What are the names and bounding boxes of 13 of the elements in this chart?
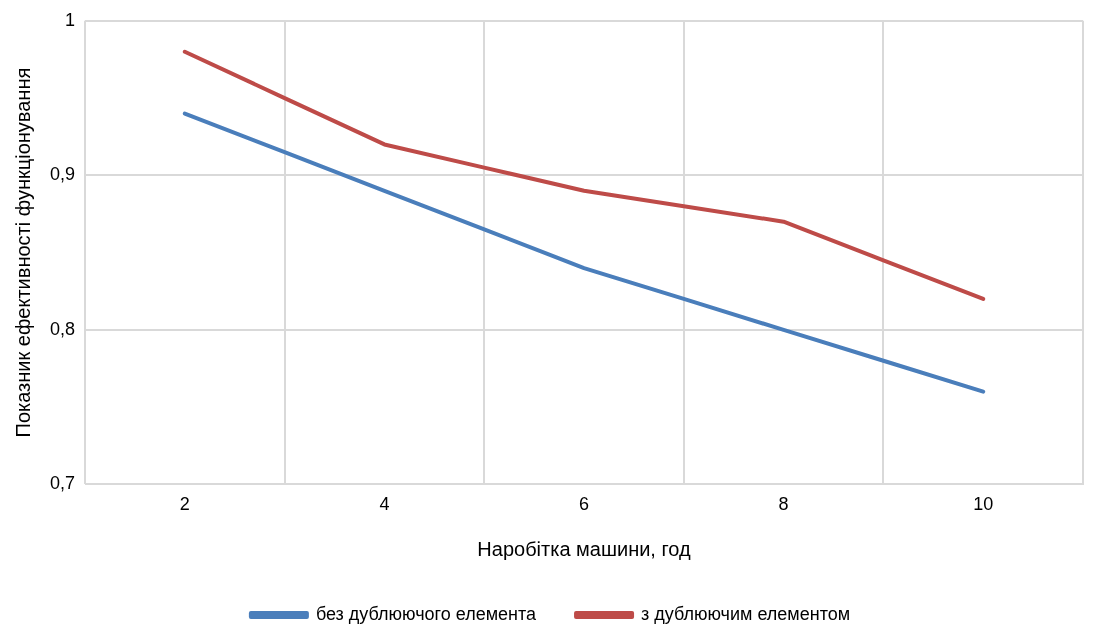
y-tick-label: 1 xyxy=(65,9,76,30)
x-axis-title: Наробітка машини, год xyxy=(477,537,692,560)
x-tick-label: 6 xyxy=(579,494,590,515)
legend-label: з дублюючим елементом xyxy=(641,603,851,624)
legend-label: без дублюючого елемента xyxy=(315,603,538,624)
x-tick-label: 10 xyxy=(973,494,994,515)
x-tick-label: 8 xyxy=(778,494,789,515)
x-tick-label: 4 xyxy=(379,494,390,515)
y-axis-title: Показник ефективності функціонування xyxy=(11,67,34,438)
y-tick-label: 0,9 xyxy=(49,164,76,185)
y-tick-label: 0,7 xyxy=(49,473,76,494)
x-tick-label: 2 xyxy=(179,494,190,515)
y-tick-label: 0,8 xyxy=(49,318,76,339)
